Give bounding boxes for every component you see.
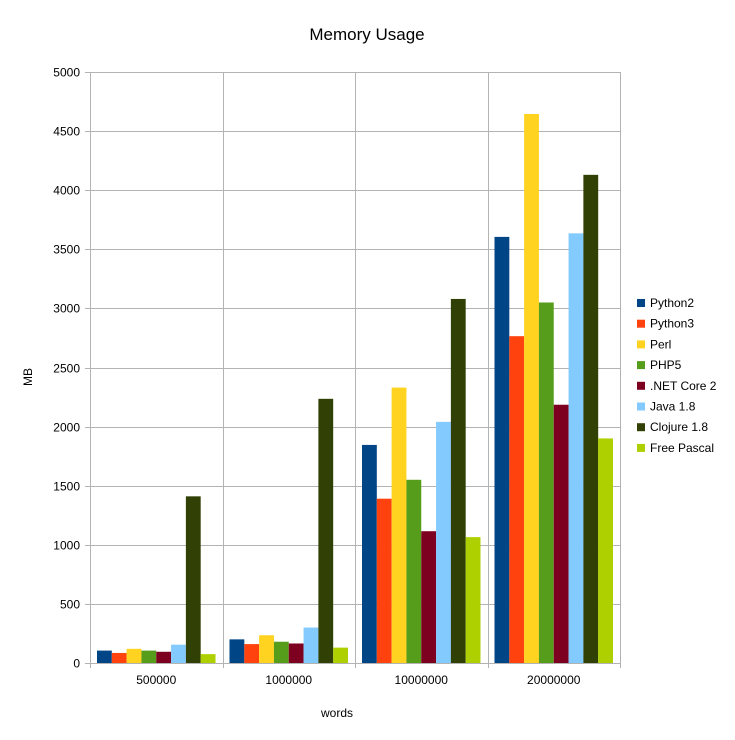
bar-perl-20000000 xyxy=(524,113,539,663)
chart-title: Memory Usage xyxy=(309,25,424,44)
bar-python2-1000000 xyxy=(229,639,245,663)
x-tick-label-1000000: 1000000 xyxy=(265,673,312,687)
bar-java-1-8-20000000 xyxy=(568,233,584,663)
y-tick-label-2500: 2500 xyxy=(53,362,80,376)
bar-free-pascal-20000000 xyxy=(598,438,613,663)
bar--net-core-2-20000000 xyxy=(553,404,569,663)
legend: Python2 Python3 Perl PHP5 .NET Core 2 Java 1.… xyxy=(637,296,717,455)
bar-php5-500000 xyxy=(141,650,157,663)
bar-php5-20000000 xyxy=(538,302,554,663)
x-tick-label-500000: 500000 xyxy=(136,673,176,687)
legend-swatch-2 xyxy=(637,340,645,349)
bar-perl-1000000 xyxy=(259,635,274,663)
legend-swatch-5 xyxy=(637,402,645,411)
bar-python3-500000 xyxy=(111,652,127,663)
y-tick-label-1000: 1000 xyxy=(53,539,80,553)
legend-label-5: Java 1.8 xyxy=(650,400,696,414)
bar-python3-1000000 xyxy=(244,644,260,663)
bar-clojure-1-8-500000 xyxy=(185,496,201,663)
bar-clojure-1-8-1000000 xyxy=(318,398,334,663)
bar--net-core-2-1000000 xyxy=(288,643,304,663)
legend-label-4: .NET Core 2 xyxy=(650,379,717,393)
y-tick-label-500: 500 xyxy=(60,598,80,612)
y-axis-label: MB xyxy=(21,368,35,386)
bar-php5-1000000 xyxy=(273,641,289,663)
bar-java-1-8-1000000 xyxy=(303,627,319,663)
legend-swatch-1 xyxy=(637,319,645,328)
bar-clojure-1-8-10000000 xyxy=(450,298,466,663)
y-tick-label-3500: 3500 xyxy=(53,243,80,257)
y-tick-label-3000: 3000 xyxy=(53,302,80,316)
y-tick-label-5000: 5000 xyxy=(53,66,80,80)
bars xyxy=(97,113,613,664)
legend-label-1: Python3 xyxy=(650,317,694,331)
bar-free-pascal-10000000 xyxy=(465,537,481,663)
legend-swatch-3 xyxy=(637,361,645,370)
grid xyxy=(85,72,621,668)
y-tick-label-4500: 4500 xyxy=(53,125,80,139)
legend-swatch-6 xyxy=(637,423,645,432)
bar-java-1-8-10000000 xyxy=(436,421,451,663)
x-tick-label-10000000: 10000000 xyxy=(395,673,449,687)
bar-free-pascal-1000000 xyxy=(333,647,348,663)
bar-python3-10000000 xyxy=(376,498,392,663)
bar-python2-10000000 xyxy=(362,444,377,663)
bar-python3-20000000 xyxy=(509,336,525,663)
bar-python2-20000000 xyxy=(494,236,510,663)
bar-free-pascal-500000 xyxy=(200,654,216,663)
bar--net-core-2-500000 xyxy=(156,651,172,663)
bar-perl-500000 xyxy=(126,648,142,663)
x-tick-label-20000000: 20000000 xyxy=(527,673,581,687)
legend-swatch-4 xyxy=(637,381,645,390)
bar-clojure-1-8-20000000 xyxy=(583,174,599,664)
y-tick-label-0: 0 xyxy=(73,657,80,671)
y-tick-label-4000: 4000 xyxy=(53,184,80,198)
bar--net-core-2-10000000 xyxy=(421,531,437,663)
bar-java-1-8-500000 xyxy=(171,644,186,663)
y-tick-label-2000: 2000 xyxy=(53,421,80,435)
legend-label-7: Free Pascal xyxy=(650,441,714,455)
legend-label-6: Clojure 1.8 xyxy=(650,420,708,434)
bar-php5-10000000 xyxy=(406,479,422,663)
legend-label-2: Perl xyxy=(650,337,671,351)
legend-label-0: Python2 xyxy=(650,296,694,310)
legend-label-3: PHP5 xyxy=(650,358,682,372)
bar-python2-500000 xyxy=(97,650,112,663)
bar-perl-10000000 xyxy=(391,387,407,663)
x-axis-label: words xyxy=(320,706,353,720)
legend-swatch-7 xyxy=(637,443,645,452)
legend-swatch-0 xyxy=(637,299,645,307)
y-tick-label-1500: 1500 xyxy=(53,480,80,494)
axes: 0 500 1000 1500 2000 2500 3000 3500 4000 4500 5000… xyxy=(53,66,620,687)
